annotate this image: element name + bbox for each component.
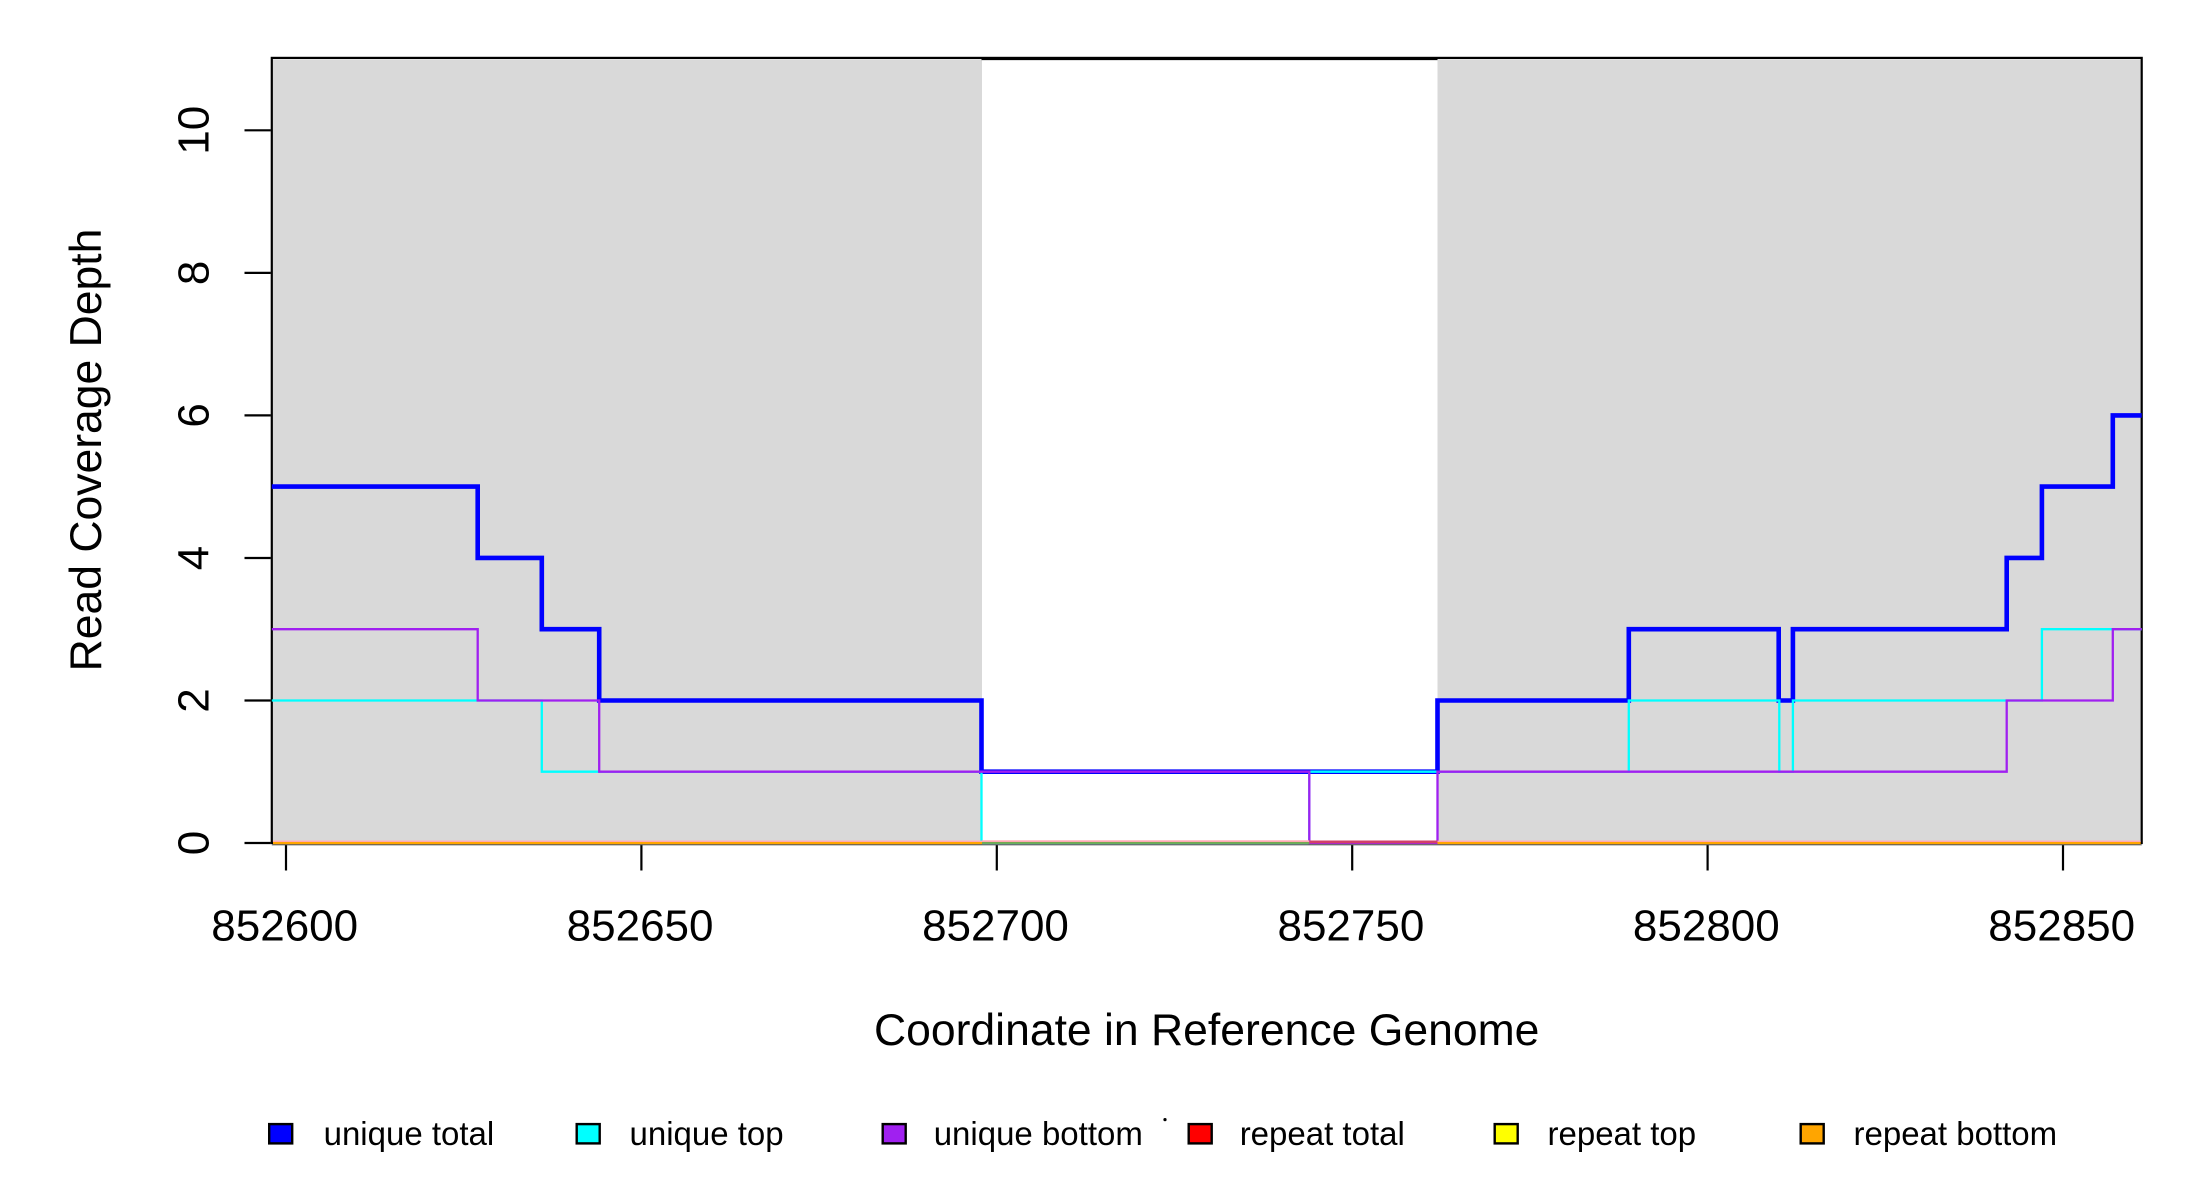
svg-text:2: 2 (170, 688, 219, 712)
svg-text:repeat total: repeat total (1240, 1115, 1405, 1152)
svg-text:10: 10 (170, 106, 219, 155)
svg-text:unique total: unique total (324, 1115, 495, 1152)
svg-text:6: 6 (170, 403, 219, 427)
svg-text:8: 8 (170, 261, 219, 285)
svg-text:repeat bottom: repeat bottom (1854, 1115, 2058, 1152)
svg-text:unique top: unique top (630, 1115, 784, 1152)
svg-text:852650: 852650 (567, 902, 714, 951)
svg-text:852800: 852800 (1633, 902, 1780, 951)
svg-text:852850: 852850 (1988, 902, 2135, 951)
svg-text:Read Coverage Depth: Read Coverage Depth (62, 229, 111, 672)
svg-text:852750: 852750 (1277, 902, 1424, 951)
svg-text:Coordinate in Reference Genome: Coordinate in Reference Genome (874, 1006, 1539, 1055)
svg-text:852600: 852600 (211, 902, 358, 951)
svg-text:repeat top: repeat top (1548, 1115, 1697, 1152)
svg-text:852700: 852700 (922, 902, 1069, 951)
svg-text:unique bottom: unique bottom (934, 1115, 1143, 1152)
svg-text:4: 4 (170, 546, 219, 570)
svg-text:0: 0 (170, 831, 219, 855)
